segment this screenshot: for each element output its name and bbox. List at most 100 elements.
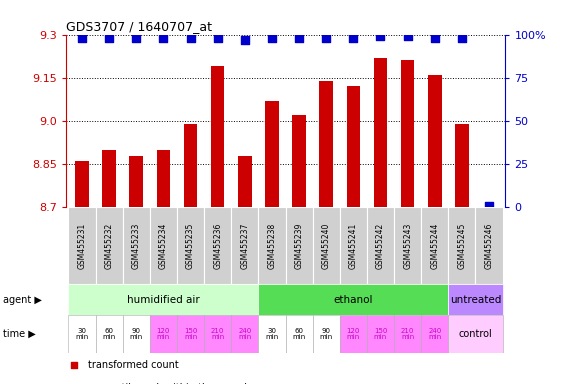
Bar <box>95 315 123 353</box>
Bar <box>401 61 415 384</box>
Bar <box>69 315 95 353</box>
Bar <box>123 315 150 353</box>
Text: GSM455233: GSM455233 <box>132 223 140 269</box>
Bar <box>286 207 313 284</box>
Text: GSM455236: GSM455236 <box>213 223 222 269</box>
Bar <box>204 207 231 284</box>
Bar <box>428 75 441 384</box>
Text: 60
min: 60 min <box>102 328 116 340</box>
Bar <box>184 124 198 384</box>
Bar <box>319 81 333 384</box>
Text: 210
min: 210 min <box>211 328 224 340</box>
Point <box>78 35 87 41</box>
Text: GSM455246: GSM455246 <box>485 223 493 269</box>
Text: GSM455240: GSM455240 <box>321 223 331 269</box>
Point <box>484 203 493 209</box>
Bar <box>455 124 469 384</box>
Text: 60
min: 60 min <box>292 328 305 340</box>
Text: GSM455231: GSM455231 <box>78 223 86 269</box>
Text: 30
min: 30 min <box>75 328 89 340</box>
Text: percentile rank within the sample: percentile rank within the sample <box>88 383 252 384</box>
Text: 150
min: 150 min <box>184 328 197 340</box>
Point <box>186 35 195 41</box>
Point <box>213 35 222 41</box>
Bar <box>156 150 170 384</box>
Bar <box>258 284 448 315</box>
Text: 90
min: 90 min <box>130 328 143 340</box>
Text: GSM455239: GSM455239 <box>295 223 304 269</box>
Point <box>240 37 250 43</box>
Bar <box>347 86 360 384</box>
Bar <box>231 207 258 284</box>
Bar <box>211 66 224 384</box>
Bar <box>367 207 394 284</box>
Text: 90
min: 90 min <box>320 328 333 340</box>
Point <box>132 35 141 41</box>
Bar <box>292 115 306 384</box>
Text: GSM455245: GSM455245 <box>457 223 467 269</box>
Text: control: control <box>459 329 492 339</box>
Bar <box>340 315 367 353</box>
Bar <box>258 315 286 353</box>
Point <box>376 33 385 40</box>
Text: GSM455234: GSM455234 <box>159 223 168 269</box>
Bar <box>313 207 340 284</box>
Bar <box>95 207 123 284</box>
Point <box>403 33 412 40</box>
Bar <box>286 315 313 353</box>
Bar <box>177 315 204 353</box>
Text: transformed count: transformed count <box>88 360 178 370</box>
Bar <box>394 315 421 353</box>
Text: GSM455243: GSM455243 <box>403 223 412 269</box>
Point <box>104 35 114 41</box>
Bar <box>69 207 95 284</box>
Bar <box>265 101 279 384</box>
Text: 150
min: 150 min <box>374 328 387 340</box>
Text: GSM455232: GSM455232 <box>104 223 114 269</box>
Bar <box>313 315 340 353</box>
Text: GSM455235: GSM455235 <box>186 223 195 269</box>
Text: GSM455242: GSM455242 <box>376 223 385 269</box>
Text: 30
min: 30 min <box>266 328 279 340</box>
Point <box>159 35 168 41</box>
Text: 240
min: 240 min <box>428 328 441 340</box>
Bar <box>258 207 286 284</box>
Text: 120
min: 120 min <box>347 328 360 340</box>
Text: 210
min: 210 min <box>401 328 415 340</box>
Point <box>321 35 331 41</box>
Bar <box>75 161 89 384</box>
Text: GDS3707 / 1640707_at: GDS3707 / 1640707_at <box>66 20 212 33</box>
Bar <box>150 207 177 284</box>
Point <box>295 35 304 41</box>
Text: 120
min: 120 min <box>156 328 170 340</box>
Bar <box>373 58 387 384</box>
Text: 240
min: 240 min <box>238 328 251 340</box>
Bar <box>448 207 476 284</box>
Text: GSM455244: GSM455244 <box>431 223 439 269</box>
Bar <box>150 315 177 353</box>
Bar <box>476 207 502 284</box>
Text: untreated: untreated <box>450 295 501 305</box>
Bar <box>421 315 448 353</box>
Point <box>70 362 79 368</box>
Bar <box>177 207 204 284</box>
Point <box>457 35 467 41</box>
Text: time ▶: time ▶ <box>3 329 35 339</box>
Point <box>349 35 358 41</box>
Bar <box>69 284 258 315</box>
Text: GSM455237: GSM455237 <box>240 223 250 269</box>
Bar <box>448 315 502 353</box>
Point <box>430 35 439 41</box>
Bar <box>102 150 116 384</box>
Bar <box>482 207 496 384</box>
Bar <box>340 207 367 284</box>
Point <box>267 35 276 41</box>
Bar <box>123 207 150 284</box>
Text: GSM455241: GSM455241 <box>349 223 358 269</box>
Text: agent ▶: agent ▶ <box>3 295 42 305</box>
Bar <box>204 315 231 353</box>
Bar <box>448 284 502 315</box>
Text: humidified air: humidified air <box>127 295 200 305</box>
Bar <box>421 207 448 284</box>
Text: GSM455238: GSM455238 <box>267 223 276 269</box>
